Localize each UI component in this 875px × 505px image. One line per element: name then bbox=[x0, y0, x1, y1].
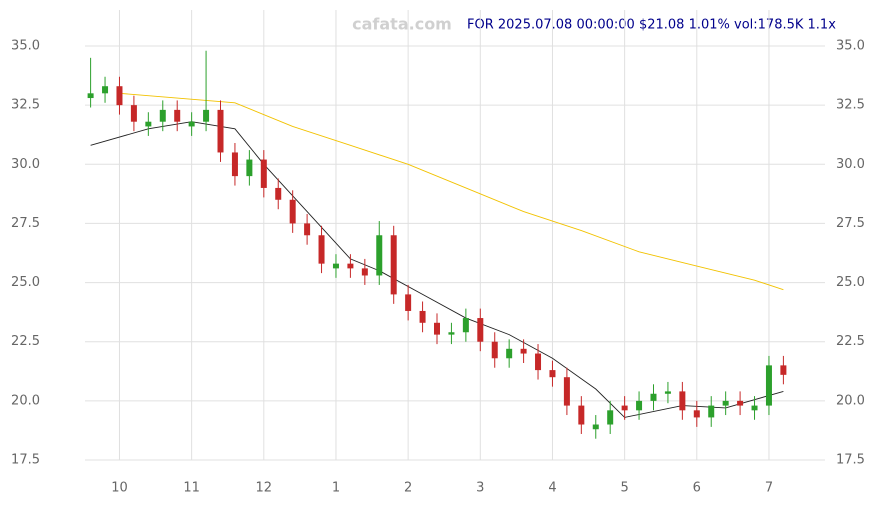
y-tick-label-right: 20.0 bbox=[836, 393, 865, 408]
candle-body bbox=[260, 159, 267, 188]
candle-body bbox=[332, 263, 339, 269]
y-tick-label-right: 17.5 bbox=[836, 453, 865, 468]
x-tick-label: 12 bbox=[256, 481, 273, 496]
candle-body bbox=[780, 365, 787, 375]
candle-body bbox=[535, 353, 542, 371]
candle-body bbox=[477, 318, 484, 342]
y-tick-label: 17.5 bbox=[11, 453, 40, 468]
candle-body bbox=[145, 121, 152, 127]
candle-body bbox=[506, 348, 513, 359]
candle-body bbox=[751, 405, 758, 411]
candle-body bbox=[275, 187, 282, 200]
candle-body bbox=[347, 263, 354, 269]
x-tick-label: 6 bbox=[693, 481, 701, 496]
x-tick-label: 10 bbox=[111, 481, 128, 496]
candle-body bbox=[87, 93, 94, 99]
x-tick-label: 11 bbox=[183, 481, 200, 496]
candle-body bbox=[318, 235, 325, 264]
candle-body bbox=[636, 400, 643, 411]
y-tick-label: 25.0 bbox=[11, 275, 40, 290]
y-tick-label-right: 27.5 bbox=[836, 216, 865, 231]
candle-body bbox=[361, 268, 368, 276]
candle-body bbox=[650, 393, 657, 401]
y-tick-label: 22.5 bbox=[11, 334, 40, 349]
chart-title: FOR 2025.07.08 00:00:00 $21.08 1.01% vol… bbox=[467, 18, 836, 33]
candle-body bbox=[708, 405, 715, 418]
moving-average bbox=[119, 92, 784, 291]
y-tick-label-right: 32.5 bbox=[836, 98, 865, 113]
x-tick-label: 1 bbox=[332, 481, 340, 496]
y-tick-label: 30.0 bbox=[11, 157, 40, 172]
y-tick-label: 27.5 bbox=[11, 216, 40, 231]
x-tick-label: 2 bbox=[404, 481, 412, 496]
y-tick-label-right: 30.0 bbox=[836, 157, 865, 172]
y-tick-label: 35.0 bbox=[11, 39, 40, 54]
candle-body bbox=[159, 109, 166, 122]
x-tick-label: 5 bbox=[620, 481, 628, 496]
candle-body bbox=[693, 410, 700, 418]
candle-body bbox=[102, 86, 109, 94]
candle-body bbox=[621, 405, 628, 411]
candle-body bbox=[419, 310, 426, 323]
candle-body bbox=[116, 86, 123, 106]
candle-body bbox=[491, 341, 498, 359]
candle-body bbox=[448, 332, 455, 335]
y-tick-label: 20.0 bbox=[11, 393, 40, 408]
candle-body bbox=[231, 152, 238, 177]
x-tick-label: 3 bbox=[476, 481, 484, 496]
candle-body bbox=[549, 370, 556, 378]
y-tick-label-right: 22.5 bbox=[836, 334, 865, 349]
candle-body bbox=[203, 109, 210, 122]
watermark: cafata.com bbox=[352, 15, 452, 34]
candle-body bbox=[390, 235, 397, 295]
candle-body bbox=[592, 424, 599, 430]
x-tick-label: 4 bbox=[548, 481, 556, 496]
candle-body bbox=[607, 410, 614, 425]
candle-body bbox=[304, 223, 311, 236]
moving-average bbox=[90, 121, 784, 418]
y-tick-label-right: 35.0 bbox=[836, 39, 865, 54]
candle-body bbox=[563, 377, 570, 406]
y-tick-label: 32.5 bbox=[11, 98, 40, 113]
candle-body bbox=[737, 400, 744, 406]
candle-body bbox=[405, 294, 412, 311]
candle-body bbox=[174, 109, 181, 122]
candle-body bbox=[520, 348, 527, 354]
candle-body bbox=[376, 235, 383, 276]
candle-body bbox=[434, 322, 440, 335]
x-tick-label: 7 bbox=[765, 481, 773, 496]
candle-body bbox=[188, 121, 195, 127]
candle-body bbox=[217, 109, 224, 153]
candle-body bbox=[765, 365, 772, 406]
candle-body bbox=[130, 105, 137, 122]
candle-body bbox=[289, 199, 296, 224]
candle-body bbox=[462, 318, 469, 333]
candle-body bbox=[246, 159, 253, 177]
candle-body bbox=[722, 400, 729, 406]
candle-body bbox=[679, 391, 686, 411]
y-tick-label-right: 25.0 bbox=[836, 275, 865, 290]
candle-body bbox=[664, 391, 671, 394]
candle-body bbox=[578, 405, 585, 425]
